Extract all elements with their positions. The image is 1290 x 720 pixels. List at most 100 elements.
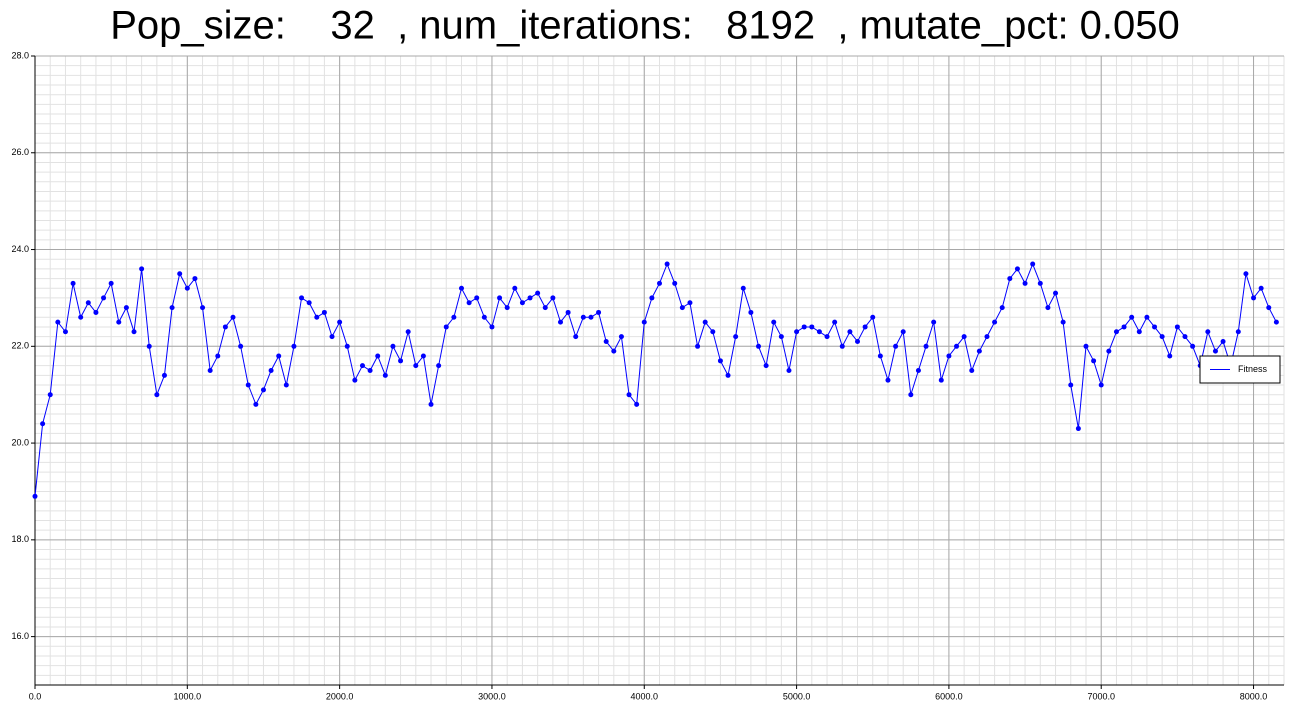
data-point [618, 334, 624, 340]
data-point [1030, 261, 1036, 267]
data-point [649, 295, 655, 301]
data-point [1205, 329, 1211, 335]
data-point [657, 280, 662, 286]
data-point [1190, 343, 1196, 349]
data-point [809, 324, 815, 330]
data-point [85, 300, 91, 306]
data-point [161, 372, 167, 378]
data-point [101, 295, 107, 301]
y-tick-label: 24.0 [11, 244, 29, 254]
y-tick-label: 28.0 [11, 50, 29, 60]
data-point [398, 358, 404, 364]
data-point [893, 343, 899, 349]
data-point [1045, 305, 1051, 311]
data-point [1106, 348, 1112, 354]
data-point [877, 353, 883, 359]
data-point [1113, 329, 1119, 335]
data-point [268, 368, 274, 373]
data-point [306, 300, 312, 306]
data-point [710, 329, 716, 335]
data-point [946, 353, 952, 359]
data-point [116, 319, 122, 325]
data-point [314, 314, 320, 320]
data-point [222, 324, 228, 330]
data-point [733, 334, 739, 340]
data-point [1273, 319, 1279, 325]
data-point [390, 343, 396, 349]
data-point [1212, 348, 1218, 354]
data-point [1220, 338, 1226, 344]
data-point [801, 324, 807, 330]
data-point [504, 305, 510, 311]
data-point [40, 421, 46, 427]
data-point [1083, 343, 1089, 349]
data-point [1121, 324, 1127, 330]
data-point [1258, 285, 1264, 291]
data-point [565, 309, 571, 315]
data-point [900, 329, 906, 335]
data-point [1144, 314, 1150, 320]
data-point [1266, 305, 1272, 311]
data-point [139, 266, 145, 272]
data-point [413, 363, 419, 369]
data-point [725, 372, 731, 378]
data-point [276, 353, 282, 359]
data-point [466, 300, 472, 306]
data-point [984, 334, 990, 340]
data-point [855, 338, 861, 344]
data-point [672, 280, 678, 286]
data-point [283, 382, 289, 388]
data-point [238, 343, 244, 349]
data-point [481, 314, 487, 320]
data-point [794, 329, 800, 335]
data-point [1152, 324, 1158, 330]
y-tick-label: 16.0 [11, 631, 29, 641]
data-point [588, 314, 594, 320]
data-point [489, 324, 495, 330]
data-point [717, 358, 723, 364]
x-tick-label: 4000.0 [631, 691, 659, 701]
data-point [321, 309, 327, 315]
y-tick-label: 20.0 [11, 437, 29, 447]
data-point [405, 329, 411, 335]
data-point [215, 353, 221, 359]
data-point [1068, 382, 1074, 388]
data-point [367, 368, 373, 373]
data-point [70, 280, 76, 286]
data-point [253, 401, 259, 407]
data-point [512, 285, 518, 291]
data-point [961, 334, 967, 340]
data-point [337, 319, 343, 325]
data-point [451, 314, 457, 320]
data-point [200, 305, 206, 311]
data-point [428, 401, 434, 407]
x-tick-label: 5000.0 [783, 691, 811, 701]
data-point [375, 353, 381, 359]
y-tick-label: 18.0 [11, 534, 29, 544]
data-point [557, 319, 563, 325]
data-point [542, 305, 548, 311]
data-point [634, 401, 640, 407]
x-tick-label: 8000.0 [1240, 691, 1268, 701]
data-point [146, 343, 152, 349]
data-point [1014, 266, 1020, 272]
data-point [184, 285, 190, 291]
data-point [976, 348, 982, 354]
data-point [1007, 276, 1013, 282]
data-point [611, 348, 617, 354]
data-point [954, 343, 960, 349]
data-point [177, 271, 183, 277]
data-point [131, 329, 137, 335]
data-point [1136, 329, 1142, 335]
data-point [862, 324, 868, 330]
data-point [1159, 334, 1165, 340]
chart-title: Pop_size: 32 , num_iterations: 8192 , mu… [110, 4, 1180, 48]
data-point [299, 295, 305, 301]
data-point [641, 319, 647, 325]
data-point [695, 343, 701, 349]
x-tick-label: 7000.0 [1087, 691, 1115, 701]
data-point [687, 300, 693, 306]
data-point [992, 319, 998, 325]
data-point [908, 392, 914, 398]
data-point [1243, 271, 1249, 277]
